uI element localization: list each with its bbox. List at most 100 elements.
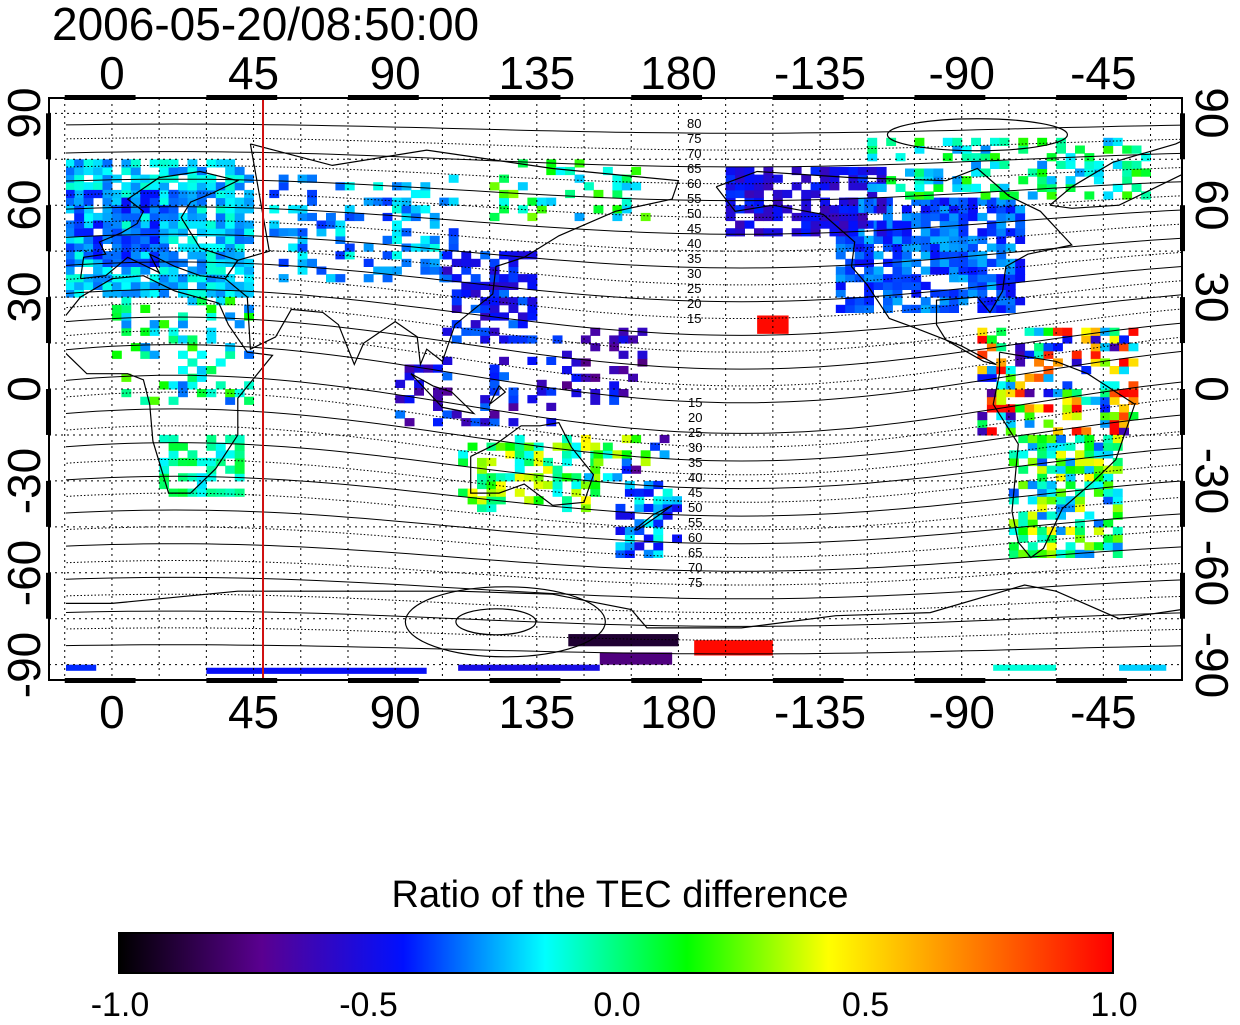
tec-cell (1027, 496, 1038, 505)
tec-cell (517, 159, 528, 168)
tec-cell (93, 182, 103, 191)
tec-cell (66, 166, 75, 176)
tec-cell (159, 251, 170, 260)
tec-cell (159, 212, 170, 222)
tec-cell (562, 496, 572, 505)
tec-cell (643, 534, 654, 543)
tec-cell (1103, 534, 1114, 543)
tec-cell (451, 320, 462, 329)
tec-cell (876, 220, 887, 229)
tec-cell (968, 281, 978, 290)
tec-cell (615, 503, 626, 513)
tec-cell (74, 281, 85, 290)
tec-cell (920, 212, 931, 222)
tec-cell (225, 159, 236, 168)
tec-cell (1018, 534, 1029, 543)
tec-cell (66, 251, 75, 260)
tec-cell (867, 166, 878, 176)
tec-cell (1043, 327, 1054, 336)
tec-cell (159, 182, 170, 191)
tec-cell (140, 266, 151, 275)
tec-cell (876, 228, 887, 237)
tec-cell (590, 488, 601, 497)
tec-cell (961, 145, 972, 154)
mag-contour (66, 178, 1182, 202)
tec-cell (986, 366, 997, 375)
tec-cell (672, 503, 682, 513)
tec-cell (1071, 412, 1082, 421)
tec-cell (829, 205, 840, 214)
tec-cell (178, 166, 188, 176)
tec-cell (590, 373, 601, 382)
tec-cell (461, 327, 472, 336)
tec-cell (892, 281, 903, 290)
tec-cell (901, 205, 912, 214)
tec-cell (395, 395, 406, 404)
tec-cell (508, 189, 519, 199)
tec-cell (867, 153, 878, 162)
tec-cell (930, 235, 941, 244)
tec-cell (149, 197, 160, 206)
tec-cell (206, 251, 217, 260)
frame-tick (64, 678, 136, 683)
tec-cell (1122, 160, 1133, 169)
tec-cell (901, 228, 912, 237)
tec-cell (590, 442, 601, 451)
tec-cell (159, 205, 170, 214)
tec-cell (958, 197, 969, 206)
tec-cell (1053, 427, 1063, 436)
tec-cell (580, 496, 591, 505)
tec-cell (159, 266, 170, 275)
tec-cell (234, 205, 245, 214)
tec-cell (1119, 404, 1129, 413)
tec-cell (968, 289, 978, 298)
tec-cell (269, 220, 280, 229)
tec-cell (486, 473, 497, 482)
tec-cell (508, 418, 519, 427)
tec-cell (1141, 153, 1151, 162)
tec-cell (514, 488, 525, 497)
tec-cell (130, 235, 141, 244)
tec-cell (234, 235, 245, 244)
tec-cell (196, 220, 207, 229)
tec-cell (637, 350, 648, 359)
tec-cell (1075, 145, 1085, 154)
coastline (410, 373, 476, 415)
tec-cell (1024, 419, 1035, 428)
tec-cell (187, 182, 198, 191)
tec-cell (725, 205, 736, 214)
tec-cell (1015, 258, 1026, 267)
tec-cell (958, 297, 969, 306)
tec-cell (876, 183, 887, 192)
tec-cell (873, 274, 884, 283)
tec-cell (225, 396, 236, 405)
tec-cell (546, 402, 557, 411)
tec-cell (206, 174, 217, 183)
tec-cell (930, 251, 941, 260)
tec-cell (66, 258, 75, 267)
tec-cell (624, 534, 635, 543)
tec-cell (1084, 153, 1095, 162)
tec-cell (1005, 289, 1016, 298)
tec-cell (225, 212, 236, 222)
tec-cell (461, 281, 472, 290)
tec-cell (1037, 503, 1048, 513)
tec-cell (1065, 457, 1076, 467)
tec-cell (168, 220, 179, 229)
tec-cell (782, 205, 793, 214)
tec-cell (121, 212, 132, 222)
tec-cell (612, 174, 623, 183)
frame-tick (1056, 678, 1127, 683)
tec-cell (149, 182, 160, 191)
tec-cell (83, 251, 94, 260)
mag-contour (66, 123, 1182, 134)
tec-ratio-patches (66, 137, 1167, 674)
tec-cell (168, 434, 179, 444)
tec-cell (316, 266, 327, 275)
tec-cell (1046, 153, 1057, 162)
tec-cell (1075, 450, 1085, 459)
top-axis-tick: 90 (369, 47, 421, 99)
tec-cell (996, 297, 1007, 306)
tec-cell (159, 457, 170, 467)
tec-cell (977, 427, 988, 436)
